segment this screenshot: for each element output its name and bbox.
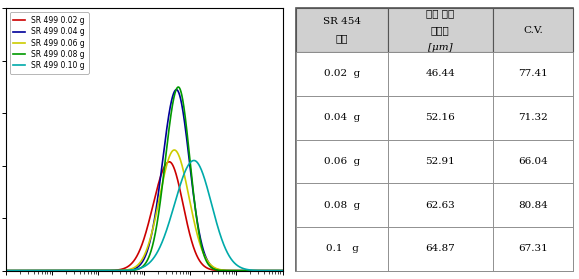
Text: 함량: 함량 — [336, 34, 349, 43]
Text: 평균 입자: 평균 입자 — [426, 9, 455, 18]
Text: SR 454: SR 454 — [323, 17, 361, 26]
SR 499 0.08 g — [2, 269, 9, 272]
SR 499 0.08 g — [271, 269, 278, 272]
Bar — [296, 183, 388, 227]
Bar — [388, 8, 493, 52]
Text: 0.1   g: 0.1 g — [325, 244, 358, 253]
Bar — [388, 52, 493, 96]
Legend: SR 499 0.02 g, SR 499 0.04 g, SR 499 0.06 g, SR 499 0.08 g, SR 499 0.10 g: SR 499 0.02 g, SR 499 0.04 g, SR 499 0.0… — [10, 12, 89, 74]
SR 499 0.10 g — [271, 269, 278, 272]
SR 499 0.06 g — [137, 260, 144, 264]
Bar — [493, 183, 573, 227]
SR 499 0.02 g — [130, 260, 137, 264]
SR 499 0.10 g — [130, 268, 137, 271]
SR 499 0.04 g — [221, 269, 228, 272]
SR 499 0.02 g — [16, 269, 23, 272]
Text: 사이즈: 사이즈 — [431, 26, 450, 35]
SR 499 0.10 g — [190, 159, 197, 162]
SR 499 0.06 g — [271, 269, 278, 272]
Bar — [493, 96, 573, 140]
Line: SR 499 0.02 g: SR 499 0.02 g — [6, 162, 283, 271]
SR 499 0.04 g — [271, 269, 278, 272]
Bar — [296, 140, 388, 183]
SR 499 0.10 g — [137, 266, 144, 270]
SR 499 0.06 g — [171, 148, 178, 152]
Text: 0.02  g: 0.02 g — [324, 69, 360, 78]
SR 499 0.02 g — [271, 269, 278, 272]
Line: SR 499 0.08 g: SR 499 0.08 g — [6, 87, 283, 271]
SR 499 0.10 g — [221, 243, 228, 247]
SR 499 0.08 g — [221, 269, 228, 272]
Bar — [388, 96, 493, 140]
SR 499 0.08 g — [271, 269, 278, 272]
Text: 62.63: 62.63 — [426, 201, 455, 210]
Bar — [493, 52, 573, 96]
SR 499 0.08 g — [137, 266, 144, 270]
Bar — [388, 140, 493, 183]
SR 499 0.06 g — [271, 269, 278, 272]
Text: 64.87: 64.87 — [426, 244, 455, 253]
SR 499 0.08 g — [279, 269, 286, 272]
Line: SR 499 0.06 g: SR 499 0.06 g — [6, 150, 283, 271]
Bar — [388, 183, 493, 227]
SR 499 0.10 g — [279, 269, 286, 272]
Bar — [296, 227, 388, 271]
SR 499 0.08 g — [130, 269, 137, 272]
Text: 52.16: 52.16 — [426, 113, 455, 122]
Line: SR 499 0.10 g: SR 499 0.10 g — [6, 160, 283, 271]
SR 499 0.04 g — [2, 269, 9, 272]
Text: [μm]: [μm] — [428, 43, 453, 52]
Line: SR 499 0.04 g: SR 499 0.04 g — [6, 90, 283, 271]
Text: 0.04  g: 0.04 g — [324, 113, 360, 122]
Text: 52.91: 52.91 — [426, 157, 455, 166]
SR 499 0.02 g — [271, 269, 278, 272]
SR 499 0.10 g — [16, 269, 23, 272]
SR 499 0.06 g — [130, 266, 137, 270]
Text: 66.04: 66.04 — [518, 157, 548, 166]
SR 499 0.02 g — [137, 247, 144, 250]
SR 499 0.02 g — [221, 269, 228, 272]
SR 499 0.04 g — [137, 263, 144, 266]
Text: 71.32: 71.32 — [518, 113, 548, 122]
Text: 46.44: 46.44 — [426, 69, 455, 78]
SR 499 0.06 g — [2, 269, 9, 272]
SR 499 0.02 g — [166, 160, 173, 163]
SR 499 0.04 g — [271, 269, 278, 272]
Text: 67.31: 67.31 — [518, 244, 548, 253]
Bar — [493, 8, 573, 52]
Text: 77.41: 77.41 — [518, 69, 548, 78]
Bar — [296, 96, 388, 140]
SR 499 0.10 g — [2, 269, 9, 272]
SR 499 0.06 g — [16, 269, 23, 272]
Bar — [296, 52, 388, 96]
Text: 0.08  g: 0.08 g — [324, 201, 360, 210]
SR 499 0.06 g — [279, 269, 286, 272]
SR 499 0.04 g — [130, 268, 137, 271]
SR 499 0.08 g — [175, 85, 182, 89]
Bar — [388, 227, 493, 271]
SR 499 0.04 g — [173, 88, 180, 91]
SR 499 0.08 g — [16, 269, 23, 272]
Bar — [493, 227, 573, 271]
SR 499 0.02 g — [2, 269, 9, 272]
SR 499 0.04 g — [279, 269, 286, 272]
SR 499 0.06 g — [221, 268, 228, 272]
Bar — [493, 140, 573, 183]
Bar — [296, 8, 388, 52]
SR 499 0.04 g — [16, 269, 23, 272]
Text: 0.06  g: 0.06 g — [324, 157, 360, 166]
Text: C.V.: C.V. — [523, 26, 543, 35]
SR 499 0.10 g — [271, 269, 278, 272]
Text: 80.84: 80.84 — [518, 201, 548, 210]
SR 499 0.02 g — [279, 269, 286, 272]
